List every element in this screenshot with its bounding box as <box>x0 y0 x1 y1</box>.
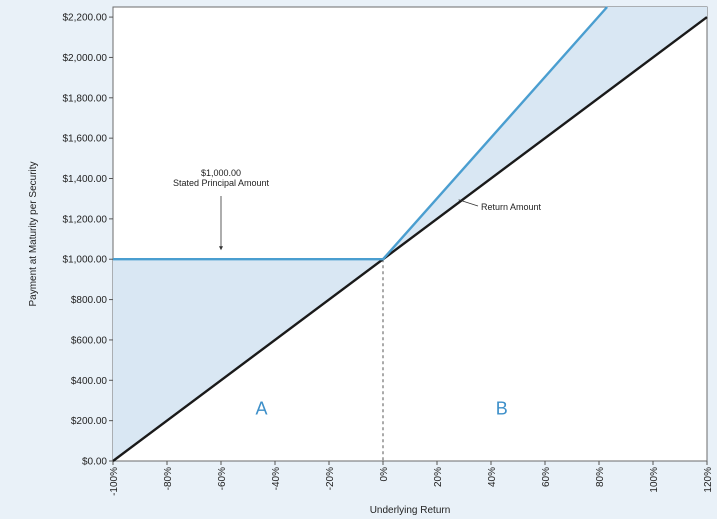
x-axis-title: Underlying Return <box>370 505 451 516</box>
y-tick-label: $2,200.00 <box>63 13 108 24</box>
y-tick-label: $200.00 <box>71 416 108 427</box>
region-b-fill <box>383 7 707 260</box>
y-tick-label: $800.00 <box>71 295 108 306</box>
principal-amount-label: Stated Principal Amount <box>173 178 270 188</box>
y-tick-label: $1,400.00 <box>63 174 108 185</box>
x-axis-ticks: -100% -80% -60% -40% -20% 0% 20% 40% 60% 80% 100% 1… <box>109 461 714 496</box>
y-tick-label: $1,200.00 <box>63 214 108 225</box>
return-amount-label: Return Amount <box>481 202 542 212</box>
x-tick-label: 80% <box>595 467 606 487</box>
principal-pointer-arrow <box>219 246 223 251</box>
x-tick-label: 40% <box>487 467 498 487</box>
region-label-b: B <box>496 399 508 419</box>
y-tick-label: $400.00 <box>71 376 108 387</box>
x-tick-label: -20% <box>325 467 336 490</box>
y-tick-label: $0.00 <box>82 457 107 468</box>
x-tick-label: -40% <box>271 467 282 490</box>
x-tick-label: 120% <box>703 467 714 493</box>
principal-amount-value: $1,000.00 <box>201 168 241 178</box>
y-tick-label: $1,800.00 <box>63 93 108 104</box>
region-label-a: A <box>255 399 267 419</box>
x-tick-label: 100% <box>649 467 660 493</box>
x-tick-label: 60% <box>541 467 552 487</box>
x-tick-label: 0% <box>379 467 390 482</box>
y-tick-label: $1,000.00 <box>63 255 108 266</box>
series-lines <box>112 6 708 462</box>
y-tick-label: $2,000.00 <box>63 53 108 64</box>
return-amount-line <box>112 16 708 462</box>
x-tick-label: -60% <box>217 467 228 490</box>
x-tick-label: 20% <box>433 467 444 487</box>
y-axis-ticks: $0.00 $200.00 $400.00 $600.00 $800.00 $1,000.… <box>63 13 113 468</box>
x-tick-label: -80% <box>163 467 174 490</box>
return-pointer-line <box>458 199 479 207</box>
y-axis-title: Payment at Maturity per Security <box>28 161 39 306</box>
y-tick-label: $1,600.00 <box>63 134 108 145</box>
y-tick-label: $600.00 <box>71 335 108 346</box>
x-tick-label: -100% <box>109 467 120 496</box>
payment-at-maturity-line <box>113 6 608 261</box>
